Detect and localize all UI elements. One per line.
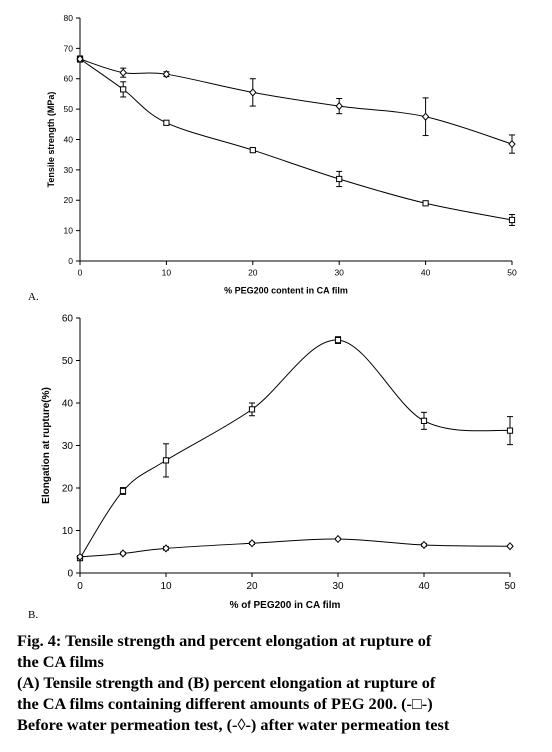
chart-a-y-tick-label: 40 bbox=[64, 134, 74, 144]
chart-a-series-diamond-point bbox=[421, 112, 430, 121]
chart-b-series-square-line bbox=[79, 339, 511, 559]
chart-b-x-axis-label: % of PEG200 in CA film bbox=[230, 600, 341, 611]
caption-line-3: (A) Tensile strength and (B) percent elo… bbox=[17, 673, 436, 692]
chart-a-x-tick-label: 0 bbox=[78, 268, 83, 278]
chart-a-series-square-point bbox=[249, 147, 256, 154]
chart-a-series-diamond-point bbox=[335, 101, 343, 111]
chart-b-series-diamond-point bbox=[334, 534, 342, 544]
chart-b-series-square-point bbox=[420, 417, 428, 424]
chart-a-x-tick-label: 20 bbox=[248, 268, 258, 278]
chart-b-y-tick-label: 0 bbox=[67, 569, 73, 580]
chart-a-y-tick-label: 60 bbox=[64, 74, 74, 84]
chart-b-x-tick-label: 30 bbox=[332, 581, 344, 592]
figure-caption: Fig. 4: Tensile strength and percent elo… bbox=[17, 630, 537, 735]
chart-b-series-square-point bbox=[119, 487, 127, 495]
chart-a-series-square-point bbox=[120, 86, 127, 93]
chart-a-y-tick-label: 10 bbox=[64, 226, 74, 236]
chart-a-series-diamond-point bbox=[508, 139, 516, 149]
chart-a-series-square-point bbox=[336, 175, 343, 183]
chart-b-x-tick-label: 40 bbox=[418, 581, 430, 592]
chart-b-series-square-point bbox=[506, 427, 514, 434]
panel-b-label: B. bbox=[28, 609, 39, 621]
chart-a-x-tick-label: 50 bbox=[507, 268, 517, 278]
chart-b-series-diamond-point bbox=[248, 539, 256, 548]
chart-a-series-diamond-point bbox=[76, 54, 84, 64]
chart-a-y-tick-label: 80 bbox=[64, 13, 74, 23]
chart-a-x-axis-label: % PEG200 content in CA film bbox=[224, 286, 348, 296]
caption-line-5: Before water permeation test, (-◊-) afte… bbox=[17, 715, 450, 734]
chart-b-x-tick-label: 0 bbox=[77, 581, 83, 592]
chart-b-x-tick-label: 20 bbox=[246, 581, 258, 592]
caption-line-2: the CA films bbox=[17, 652, 104, 671]
chart-b-y-tick-label: 30 bbox=[62, 441, 74, 452]
chart-b-series-diamond-line bbox=[79, 538, 511, 558]
chart-b-x-tick-label: 10 bbox=[160, 581, 172, 592]
chart-b-y-tick-label: 10 bbox=[62, 526, 74, 537]
chart-b-series-diamond-point bbox=[162, 544, 170, 553]
chart-a-series-diamond-point bbox=[162, 70, 171, 79]
chart-b-series-square-point bbox=[248, 406, 256, 413]
chart-a-series-diamond-line bbox=[79, 58, 513, 145]
chart-b-series-diamond-point bbox=[420, 540, 428, 550]
chart-b-y-tick-label: 50 bbox=[62, 356, 74, 367]
chart-b-x-tick-label: 50 bbox=[504, 581, 516, 592]
chart-a-series-diamond-point bbox=[119, 68, 127, 77]
chart-a-series-diamond-point bbox=[249, 88, 257, 97]
chart-a-y-tick-label: 30 bbox=[64, 165, 74, 175]
chart-b-series-square-point bbox=[162, 457, 170, 464]
figure-charts: 0 10 20 30 40 50 60 70 80 0 10 20 30 40 50 % PEG200 con… bbox=[41, 13, 517, 611]
chart-b-y-tick-label: 60 bbox=[62, 314, 74, 325]
chart-b-y-tick-label: 40 bbox=[62, 399, 74, 410]
panel-a-label: A. bbox=[28, 291, 39, 303]
caption-line-4: the CA films containing different amount… bbox=[17, 694, 433, 713]
chart-b-series-square-point bbox=[334, 337, 342, 344]
chart-a-series-square-point bbox=[508, 216, 516, 224]
chart-b-y-axis-label: Elongation at rupture(%) bbox=[41, 387, 52, 504]
chart-a-y-axis-label: Tensile strength (MPa) bbox=[46, 92, 56, 188]
chart-a-x-tick-label: 30 bbox=[334, 268, 344, 278]
chart-b-series-diamond-point bbox=[506, 542, 514, 551]
chart-b-series-diamond-point bbox=[76, 552, 84, 562]
chart-a-series-square-line bbox=[79, 58, 513, 221]
chart-a-x-tick-label: 40 bbox=[421, 268, 431, 278]
chart-a-y-tick-label: 0 bbox=[68, 256, 73, 266]
chart-a-y-tick-label: 50 bbox=[64, 104, 74, 114]
chart-a-x-tick-label: 10 bbox=[162, 268, 172, 278]
chart-a-series-square-point bbox=[422, 200, 429, 207]
chart-a-y-tick-label: 70 bbox=[64, 43, 74, 53]
caption-line-1: Fig. 4: Tensile strength and percent elo… bbox=[17, 631, 432, 650]
chart-a-y-tick-label: 20 bbox=[64, 195, 74, 205]
chart-b-series-diamond-point bbox=[119, 549, 127, 558]
chart-b-y-tick-label: 20 bbox=[62, 484, 74, 495]
chart-a-series-square-point bbox=[163, 119, 170, 126]
